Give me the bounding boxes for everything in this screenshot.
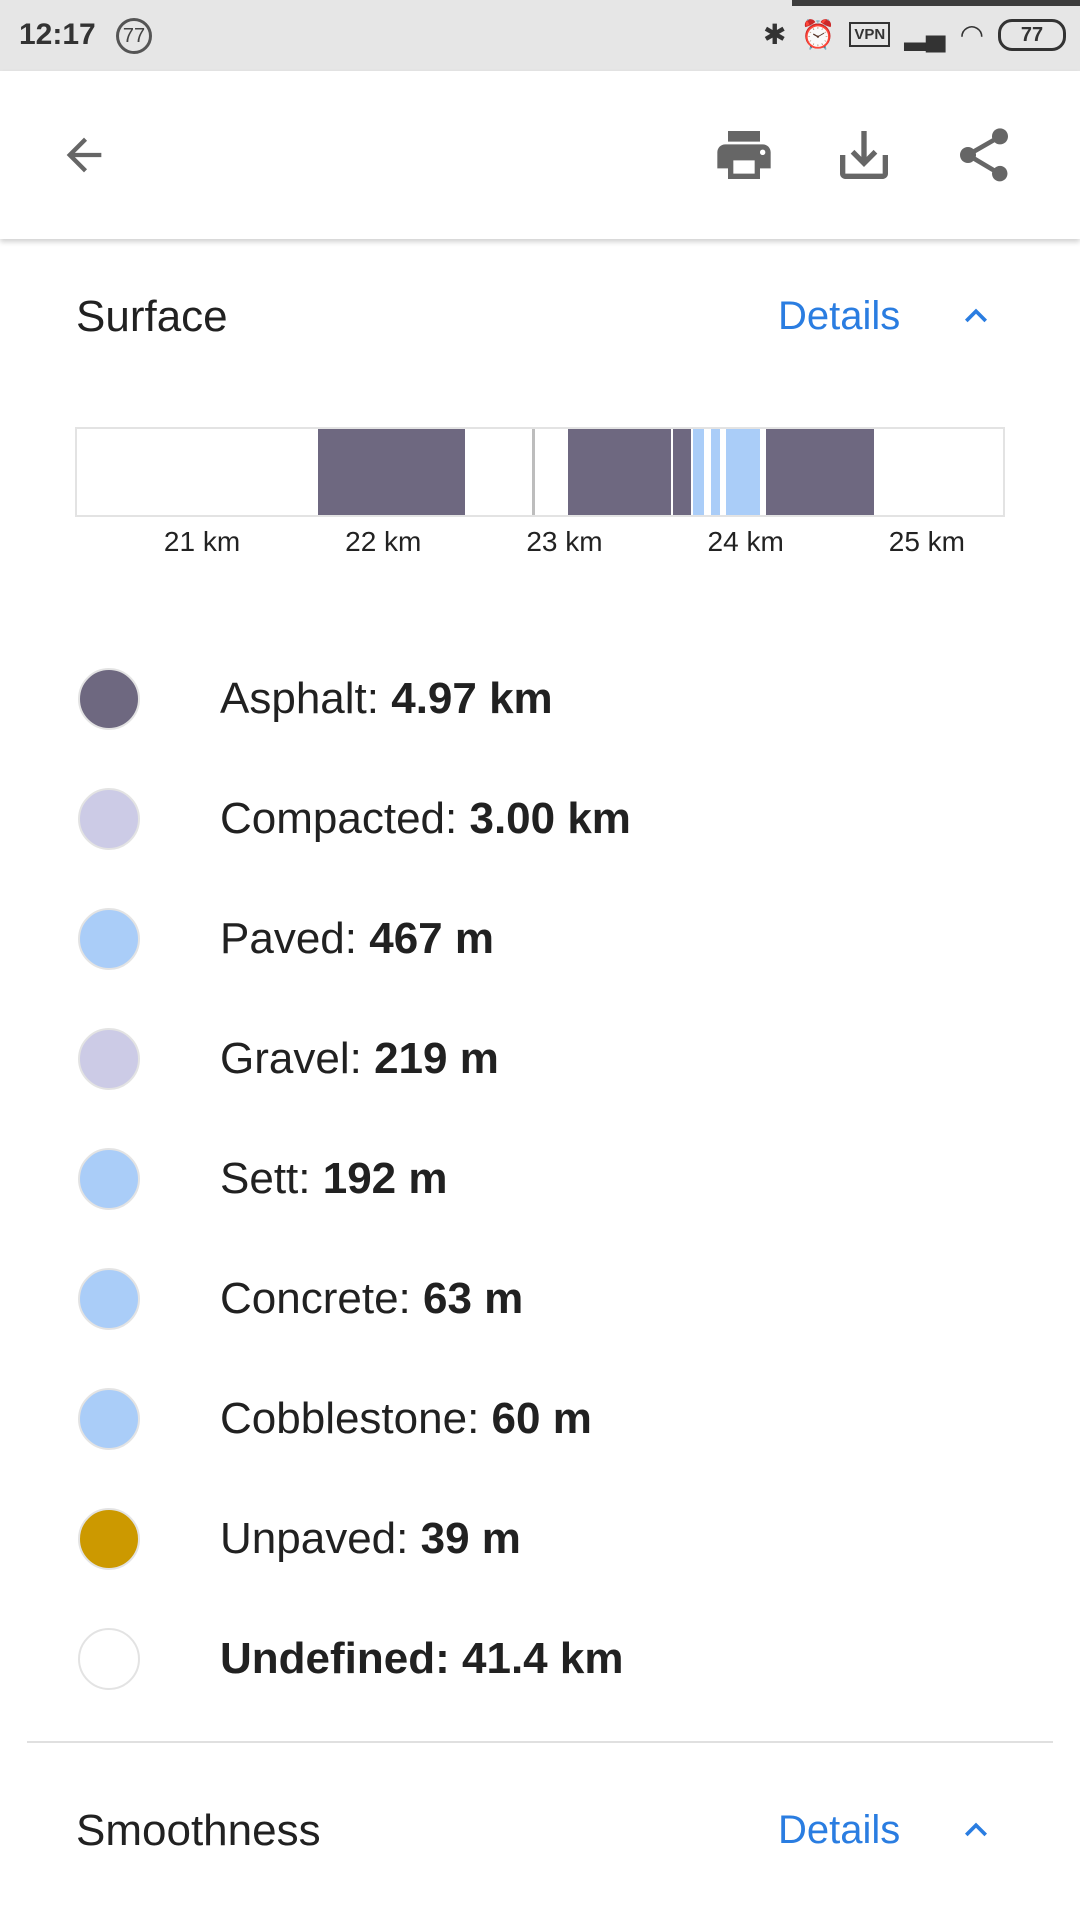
surface-length: 3.00 km [469,794,631,843]
segment-paved [725,429,761,515]
legend-label: Unpaved: 39 m [220,1514,521,1564]
legend-item: Compacted: 3.00 km [78,787,631,851]
section-divider [27,1741,1053,1743]
back-arrow-icon[interactable] [58,129,110,181]
segment-undefined [531,429,536,515]
status-overlay-bar [792,0,1080,6]
download-icon[interactable] [832,123,896,187]
print-icon[interactable] [712,123,776,187]
tick-label: 25 km [888,526,965,557]
smoothness-title: Smoothness [76,1806,321,1855]
color-dot-icon [78,1388,140,1450]
surface-length: 4.97 km [391,674,553,723]
color-dot-icon [78,668,140,730]
color-dot-icon [78,1628,140,1690]
surface-length: 60 m [491,1394,592,1443]
app-bar [0,71,1080,239]
legend-label: Gravel: 219 m [220,1034,499,1084]
notification-badge: 77 [116,18,152,54]
surface-details-button[interactable]: Details [778,294,901,338]
surface-type: Unpaved: [220,1514,409,1563]
vpn-icon: VPN [849,22,891,47]
color-dot-icon [78,1028,140,1090]
surface-strip-chart [75,427,1005,517]
status-time: 12:17 [19,18,96,51]
segment-paved [711,429,721,515]
alarm-icon: ⏰ [800,19,836,50]
battery-icon: 77 [998,18,1066,51]
tick-label: 23 km [526,526,603,557]
tick-label: 21 km [163,526,241,557]
bluetooth-icon: ✱ [763,19,787,50]
surface-type: Gravel: [220,1034,362,1083]
segment-asphalt [765,429,875,515]
legend-label: Sett: 192 m [220,1154,448,1204]
color-dot-icon [78,908,140,970]
legend-label: Paved: 467 m [220,914,494,964]
legend-label: Concrete: 63 m [220,1274,523,1324]
surface-type: Undefined: [220,1634,450,1683]
surface-length: 63 m [423,1274,524,1323]
color-dot-icon [78,1508,140,1570]
surface-length: 219 m [374,1034,499,1083]
legend-item: Asphalt: 4.97 km [78,667,553,731]
legend-item: Cobblestone: 60 m [78,1387,592,1451]
surface-length: 467 m [369,914,494,963]
legend-label: Compacted: 3.00 km [220,794,631,844]
wifi-icon: ◠ [959,19,984,50]
surface-type: Concrete: [220,1274,411,1323]
segment-asphalt [568,429,672,515]
legend-label: Asphalt: 4.97 km [220,674,553,724]
surface-type: Compacted: [220,794,458,843]
surface-type: Paved: [220,914,357,963]
tick-label: 24 km [707,526,784,557]
segment-paved [693,429,704,515]
chevron-up-icon[interactable] [950,294,1002,338]
share-icon[interactable] [952,123,1016,187]
legend-item: Undefined: 41.4 km [78,1627,623,1691]
legend-label: Cobblestone: 60 m [220,1394,592,1444]
surface-type: Cobblestone: [220,1394,480,1443]
surface-type: Asphalt: [220,674,379,723]
legend-item: Concrete: 63 m [78,1267,523,1331]
color-dot-icon [78,788,140,850]
surface-type: Sett: [220,1154,311,1203]
color-dot-icon [78,1268,140,1330]
legend-item: Sett: 192 m [78,1147,448,1211]
status-bar: 12:17 77 ✱ ⏰ VPN ▂▄ ◠ 77 [0,0,1080,71]
legend-item: Unpaved: 39 m [78,1507,521,1571]
surface-length: 41.4 km [462,1634,624,1683]
segment-asphalt [673,429,692,515]
surface-length: 192 m [322,1154,448,1203]
surface-title: Surface [76,292,228,341]
surface-length: 39 m [420,1514,521,1563]
tick-label: 22 km [345,526,422,557]
segment-asphalt [318,429,465,515]
chevron-up-icon[interactable] [950,1808,1002,1852]
legend-item: Paved: 467 m [78,907,494,971]
legend-label: Undefined: 41.4 km [220,1634,623,1684]
legend-item: Gravel: 219 m [78,1027,499,1091]
smoothness-details-button[interactable]: Details [778,1808,901,1852]
signal-icon: ▂▄ [904,19,946,50]
color-dot-icon [78,1148,140,1210]
